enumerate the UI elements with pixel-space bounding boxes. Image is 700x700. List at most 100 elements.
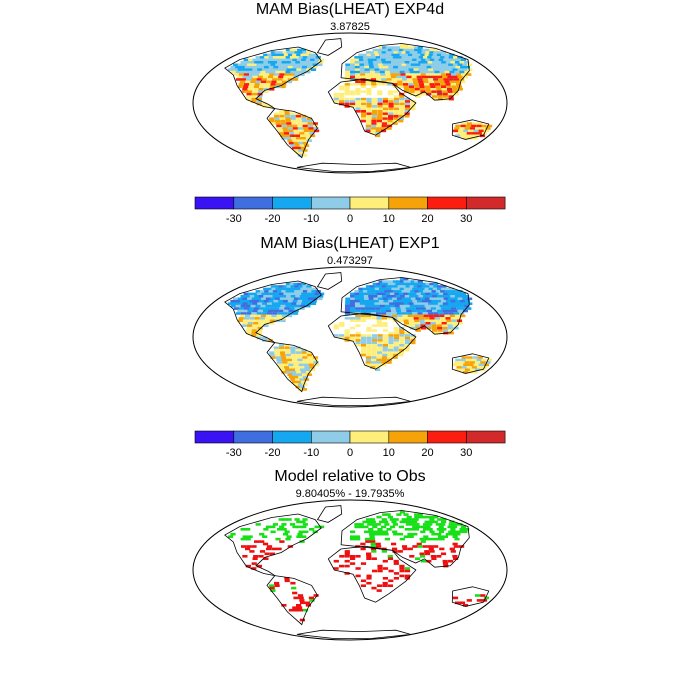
map-cell bbox=[391, 53, 397, 57]
map-cell bbox=[388, 579, 394, 583]
map-cell bbox=[447, 525, 453, 529]
map-cell bbox=[421, 48, 427, 52]
map-cell bbox=[461, 366, 467, 369]
map-cell bbox=[432, 309, 438, 313]
map-cell bbox=[362, 53, 368, 57]
map-cell bbox=[455, 80, 461, 84]
map-cell bbox=[344, 102, 350, 106]
map-cell bbox=[380, 73, 386, 76]
map-cell bbox=[344, 326, 350, 330]
map-cell bbox=[397, 532, 404, 536]
colorbar-tick-label: 20 bbox=[421, 213, 433, 225]
map-cell bbox=[344, 331, 350, 335]
map-cell bbox=[423, 523, 429, 526]
map-cell bbox=[360, 322, 366, 325]
map-cell bbox=[393, 351, 399, 354]
map-cell bbox=[398, 58, 404, 62]
map-cell bbox=[478, 363, 484, 367]
map-cell bbox=[398, 85, 404, 89]
map-cell bbox=[281, 80, 287, 84]
map-cell bbox=[393, 577, 399, 580]
map-cell bbox=[406, 297, 412, 301]
map-cell bbox=[462, 297, 468, 301]
map-cell bbox=[433, 285, 439, 288]
map-cell bbox=[427, 312, 434, 315]
map-cell bbox=[292, 78, 299, 81]
map-cell bbox=[447, 292, 453, 296]
map-cell bbox=[443, 78, 449, 81]
map-cell bbox=[442, 535, 448, 538]
map-cell bbox=[455, 299, 461, 303]
map-cell bbox=[371, 95, 378, 98]
map-cell bbox=[275, 122, 281, 125]
map-cell bbox=[387, 90, 394, 93]
map-cell bbox=[350, 324, 356, 327]
map-cell bbox=[392, 46, 398, 49]
map-cell bbox=[423, 61, 429, 64]
map-cell bbox=[287, 314, 293, 318]
map-cell bbox=[430, 73, 436, 76]
map-cell bbox=[453, 78, 459, 81]
map-cell bbox=[373, 299, 380, 303]
map-cell bbox=[444, 304, 450, 308]
map-cell bbox=[301, 117, 307, 120]
map-cell bbox=[395, 295, 401, 298]
map-cell bbox=[276, 358, 282, 362]
map-cell bbox=[350, 331, 356, 335]
map-cell bbox=[417, 285, 423, 288]
map-cell bbox=[247, 63, 253, 67]
map-cell bbox=[396, 312, 402, 315]
map-cell bbox=[364, 299, 370, 303]
map-cell bbox=[382, 341, 389, 345]
map-cell bbox=[281, 56, 287, 59]
map-cell bbox=[242, 68, 248, 71]
map-cell bbox=[413, 295, 420, 298]
map-cell bbox=[303, 127, 309, 130]
map-cell bbox=[436, 65, 442, 69]
map-cell bbox=[441, 322, 447, 325]
map-cell bbox=[286, 122, 292, 125]
map-cell bbox=[395, 287, 401, 291]
map-cell bbox=[280, 353, 286, 357]
map-cell bbox=[274, 351, 280, 354]
map-cell bbox=[350, 555, 356, 558]
map-cell bbox=[385, 307, 391, 310]
map-cell bbox=[372, 105, 378, 108]
map-cell bbox=[339, 95, 345, 98]
map-cell bbox=[270, 292, 276, 296]
map-cell bbox=[393, 324, 399, 327]
colorbar-2: -30 -20 -10 0 10 20 30 bbox=[194, 430, 506, 459]
map-cell bbox=[449, 80, 455, 84]
map-cell bbox=[313, 295, 319, 298]
map-cell bbox=[375, 129, 381, 133]
map-cell bbox=[389, 68, 395, 71]
map-cell bbox=[242, 302, 248, 305]
map-cell bbox=[452, 555, 458, 558]
map-cell bbox=[423, 314, 429, 318]
map-cell bbox=[429, 285, 435, 288]
map-cell bbox=[264, 85, 270, 89]
coastline-northAmerica bbox=[224, 513, 322, 576]
map-cell bbox=[377, 584, 383, 587]
map-cell bbox=[459, 134, 466, 138]
map-cell bbox=[285, 48, 291, 52]
map-cell bbox=[401, 312, 408, 315]
map-cell bbox=[270, 285, 276, 288]
map-cell bbox=[395, 61, 401, 64]
map-cell bbox=[295, 61, 301, 64]
map-cell bbox=[452, 309, 458, 313]
map-cell bbox=[398, 119, 404, 123]
map-cell bbox=[405, 73, 411, 76]
map-cell bbox=[249, 550, 255, 553]
map-cell bbox=[350, 68, 356, 71]
map-cell bbox=[393, 518, 399, 521]
map-cell bbox=[426, 92, 432, 96]
map-cell bbox=[300, 601, 306, 605]
map-cell bbox=[279, 63, 285, 67]
map-cell bbox=[471, 366, 477, 369]
map-cell bbox=[377, 339, 383, 342]
map-cell bbox=[451, 85, 457, 89]
map-cell bbox=[249, 61, 255, 64]
map-cell bbox=[407, 287, 414, 291]
map-cell bbox=[387, 324, 394, 327]
